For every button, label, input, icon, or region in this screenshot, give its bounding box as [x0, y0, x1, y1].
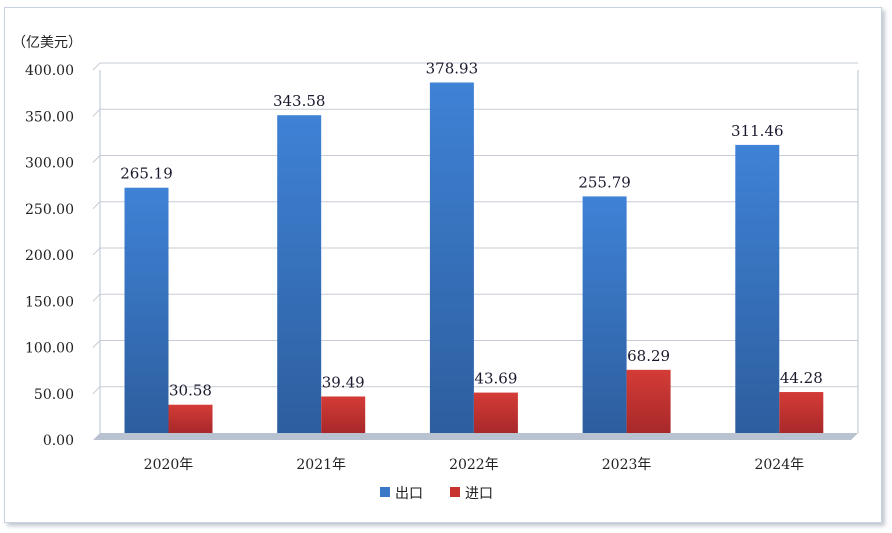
y-tick-label: 400.00 [25, 63, 74, 79]
legend-swatch-import [450, 487, 460, 497]
legend-swatch-export [380, 487, 390, 497]
x-tick-label: 2021年 [296, 457, 346, 473]
gridline-edge [92, 201, 101, 210]
bar-import [473, 392, 518, 433]
gridline-edge [92, 293, 101, 302]
y-tick-label: 250.00 [25, 202, 74, 218]
data-label-export: 255.79 [578, 173, 631, 191]
bar-import [626, 369, 671, 433]
y-tick-label: 200.00 [25, 248, 74, 264]
bar-import [321, 396, 366, 433]
bars: 265.19 30.58 343.58 39.49 378.93 43.69 255.79 6… [120, 59, 824, 434]
gridline-edge [92, 386, 101, 395]
x-tick-label: 2022年 [449, 457, 499, 473]
data-label-export: 311.46 [731, 122, 784, 140]
bar-export [124, 187, 169, 433]
y-tick-label: 150.00 [25, 294, 74, 310]
data-label-import: 30.58 [169, 382, 212, 400]
gridline-edge [92, 62, 101, 71]
y-tick-label: 0.00 [43, 433, 74, 449]
data-label-export: 265.19 [120, 165, 173, 183]
data-label-import: 68.29 [627, 347, 670, 365]
y-tick-label: 50.00 [34, 387, 74, 403]
gridline-edge [92, 340, 101, 348]
x-tick-label: 2020年 [144, 457, 194, 473]
gridline-edge [92, 155, 101, 163]
x-tick-label: 2024年 [754, 457, 804, 473]
plot-floor [93, 433, 858, 440]
y-tick-label: 350.00 [25, 109, 74, 125]
legend: 出口 进口 [380, 486, 493, 502]
data-label-import: 44.28 [780, 369, 823, 387]
x-tick-label: 2023年 [602, 457, 652, 473]
bar-export [735, 144, 780, 433]
data-label-export: 378.93 [426, 59, 479, 77]
bar-import [779, 392, 824, 433]
gridline-edge [92, 247, 101, 256]
data-label-import: 43.69 [474, 370, 517, 388]
plot-area [93, 70, 859, 440]
legend-label-import: 进口 [465, 486, 493, 502]
y-axis-ticks: 0.00 50.00 100.00 150.00 200.00 250.00 300.00 3… [25, 63, 74, 449]
gridline-edge [92, 108, 101, 117]
data-label-export: 343.58 [273, 92, 326, 110]
y-tick-label: 100.00 [25, 341, 74, 357]
bar-export [277, 115, 322, 433]
y-axis-unit-label: （亿美元） [12, 35, 82, 51]
bar-export [582, 196, 627, 433]
data-label-import: 39.49 [322, 373, 365, 391]
y-tick-label: 300.00 [25, 156, 74, 172]
legend-label-export: 出口 [395, 486, 423, 502]
x-axis-ticks: 2020年 2021年 2022年 2023年 2024年 [144, 457, 804, 473]
bar-export [429, 82, 474, 434]
bar-import [168, 404, 213, 433]
gridlines [92, 62, 858, 395]
